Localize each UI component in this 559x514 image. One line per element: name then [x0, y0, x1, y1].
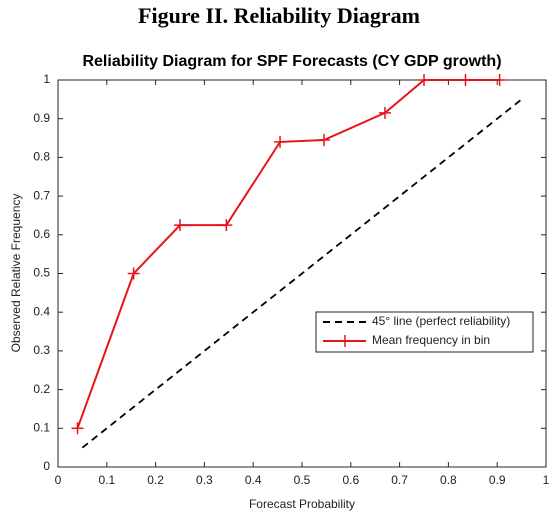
marker [274, 135, 287, 148]
x-tick-label: 0.5 [294, 473, 311, 487]
y-tick-label: 0.8 [33, 150, 50, 164]
y-tick-label: 0.7 [33, 188, 50, 202]
legend-label: Mean frequency in bin [372, 333, 490, 347]
marker [127, 267, 140, 280]
x-tick-label: 0.3 [196, 473, 213, 487]
x-tick-label: 0.8 [440, 473, 457, 487]
x-tick-label: 0.9 [489, 473, 506, 487]
x-tick-label: 1 [543, 473, 550, 487]
marker [459, 74, 472, 86]
legend-label: 45° line (perfect reliability) [372, 314, 510, 328]
y-tick-label: 0.6 [33, 227, 50, 241]
series-line [81, 98, 523, 449]
marker [317, 133, 330, 146]
marker [378, 106, 391, 119]
y-tick-label: 1 [43, 72, 50, 86]
legend-box [315, 311, 534, 353]
marker [418, 74, 430, 86]
x-tick-label: 0 [55, 473, 62, 487]
y-tick-label: 0.3 [33, 343, 50, 357]
x-tick-label: 0.6 [342, 473, 359, 487]
marker [493, 74, 506, 86]
x-axis-label: Forecast Probability [249, 497, 355, 511]
y-tick-label: 0 [43, 459, 50, 473]
y-tick-label: 0.2 [33, 382, 50, 396]
y-axis-label: Observed Relative Frequency [9, 194, 23, 353]
y-tick-label: 0.1 [33, 420, 50, 434]
x-tick-label: 0.1 [98, 473, 115, 487]
x-tick-label: 0.4 [245, 473, 262, 487]
y-tick-label: 0.4 [33, 304, 50, 318]
x-tick-label: 0.7 [391, 473, 408, 487]
x-tick-label: 0.2 [147, 473, 164, 487]
marker [71, 422, 84, 435]
chart-title: Reliability Diagram for SPF Forecasts (C… [82, 53, 501, 70]
series-line [76, 79, 500, 429]
y-tick-label: 0.9 [33, 111, 50, 125]
marker [220, 219, 233, 232]
marker [174, 219, 186, 232]
figure-title: Figure II. Reliability Diagram [138, 3, 420, 28]
y-tick-label: 0.5 [33, 266, 50, 280]
